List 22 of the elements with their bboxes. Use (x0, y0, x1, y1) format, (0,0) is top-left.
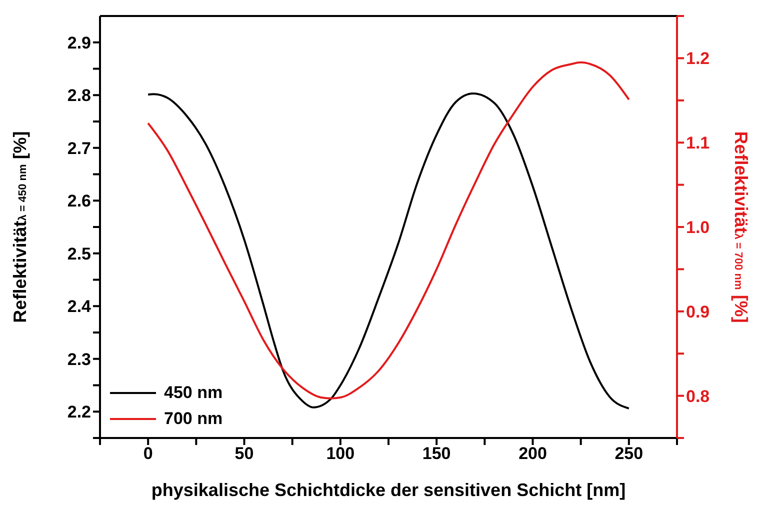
x-tick-label: 100 (326, 444, 355, 464)
x-axis-title: physikalische Schichtdicke der sensitiven Schicht [nm] (151, 480, 626, 500)
y-tick-label: 2.7 (67, 138, 91, 158)
y-tick-label: 2.9 (67, 33, 91, 52)
y2-tick-label: 1.1 (686, 134, 710, 153)
y-tick-label: 2.5 (67, 244, 91, 264)
y-tick-label: 2.2 (67, 402, 91, 422)
y-tick-label: 2.3 (67, 350, 91, 369)
y-tick-label: 2.4 (67, 297, 92, 316)
y2-tick-label: 0.8 (686, 386, 710, 406)
x-tick-label: 50 (234, 444, 254, 464)
y2-tick-label: 1.0 (686, 218, 710, 238)
x-tick-label: 250 (614, 444, 644, 464)
y-tick-label: 2.8 (67, 86, 91, 106)
x-tick-label: 150 (422, 444, 451, 464)
legend-label: 450 nm (164, 383, 223, 403)
y2-tick-label: 0.9 (686, 302, 710, 322)
legend-label: 700 nm (164, 409, 223, 429)
y-tick-label: 2.6 (67, 192, 91, 211)
x-tick-label: 200 (518, 444, 547, 464)
y2-tick-label: 1.2 (686, 49, 710, 68)
x-tick-label: 0 (143, 444, 153, 464)
